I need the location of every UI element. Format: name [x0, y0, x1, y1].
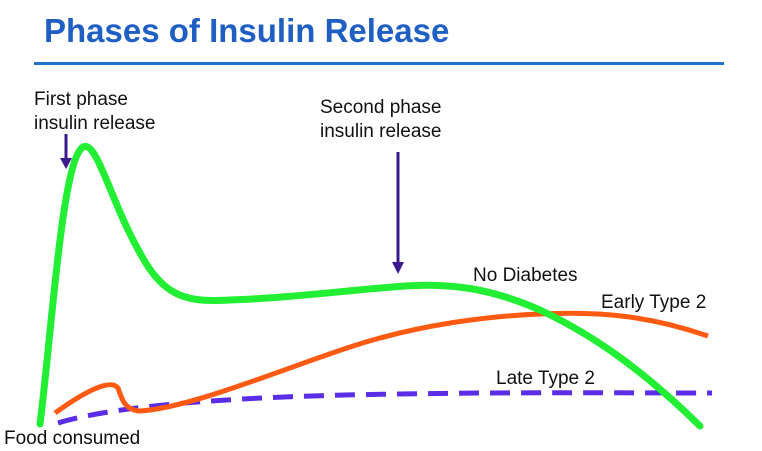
second-phase-label-line2: insulin release	[320, 121, 442, 142]
second-phase-label-line1: Second phase	[320, 97, 442, 118]
first-phase-label-line1: First phase	[34, 89, 128, 110]
series-line-early-type-2	[53, 310, 709, 416]
series-label-late-type-2: Late Type 2	[496, 368, 595, 389]
series-label-no-diabetes: No Diabetes	[473, 265, 578, 286]
series-line-no-diabetes	[36, 143, 704, 430]
title-underline	[34, 62, 724, 65]
first-phase-label-line2: insulin release	[34, 113, 156, 134]
food-consumed-label: Food consumed	[4, 428, 141, 449]
second-phase-arrow	[392, 152, 404, 274]
series-label-early-type-2: Early Type 2	[601, 292, 707, 313]
slide-title: Phases of Insulin Release	[44, 12, 450, 49]
first-phase-arrow	[60, 134, 72, 169]
